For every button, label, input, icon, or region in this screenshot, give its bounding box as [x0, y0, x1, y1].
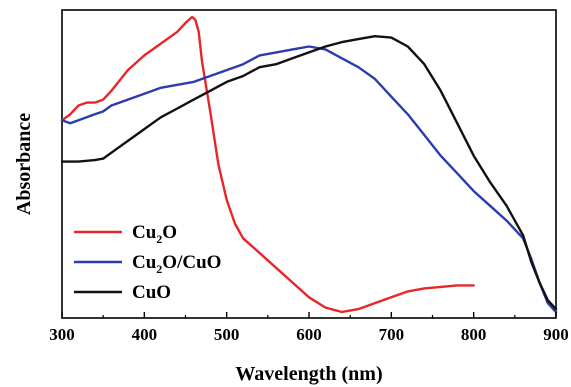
series-line-1 [60, 45, 558, 314]
series-line-0 [60, 15, 475, 314]
x-tick-label: 600 [296, 325, 322, 344]
x-axis-title: Wavelength (nm) [235, 363, 382, 385]
x-tick-label: 300 [49, 325, 75, 344]
y-axis-title: Absorbance [13, 113, 35, 215]
legend-label-2: CuO [132, 282, 171, 303]
x-tick-label: 800 [461, 325, 487, 344]
legend-label-0: Cu2O [132, 222, 177, 246]
x-tick-label: 500 [214, 325, 240, 344]
series-line-2 [60, 35, 558, 311]
x-tick-label: 900 [543, 325, 569, 344]
x-tick-label: 700 [379, 325, 405, 344]
legend-label-1: Cu2O/CuO [132, 252, 221, 276]
x-tick-label: 400 [132, 325, 158, 344]
